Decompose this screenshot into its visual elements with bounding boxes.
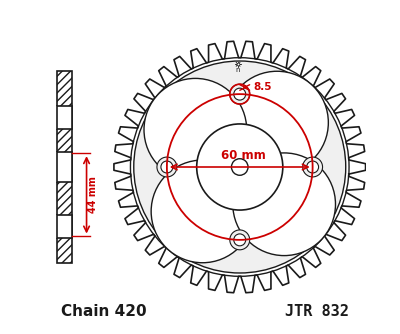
Text: 44 mm: 44 mm <box>88 176 98 213</box>
Circle shape <box>161 161 173 173</box>
Circle shape <box>144 78 247 181</box>
Bar <box>56 215 72 238</box>
Circle shape <box>130 58 349 276</box>
Circle shape <box>303 157 322 177</box>
Circle shape <box>134 61 346 273</box>
Text: 60 mm: 60 mm <box>221 149 266 162</box>
Bar <box>57 106 72 129</box>
Text: n: n <box>236 67 240 73</box>
Circle shape <box>230 230 250 250</box>
Circle shape <box>307 161 318 173</box>
Text: Chain 420: Chain 420 <box>61 304 146 319</box>
Bar <box>57 152 72 182</box>
Circle shape <box>230 84 250 104</box>
Circle shape <box>233 153 336 256</box>
Circle shape <box>157 157 177 177</box>
Bar <box>57 71 72 263</box>
Bar <box>56 106 72 129</box>
Circle shape <box>234 88 246 100</box>
Circle shape <box>151 160 254 263</box>
Circle shape <box>197 124 283 210</box>
Bar <box>56 152 72 182</box>
Text: 8.5: 8.5 <box>253 82 272 92</box>
Circle shape <box>226 71 328 174</box>
Text: JTR 832: JTR 832 <box>285 304 349 319</box>
Bar <box>57 215 72 238</box>
Circle shape <box>234 234 246 246</box>
Circle shape <box>232 159 248 175</box>
Bar <box>57 71 72 263</box>
